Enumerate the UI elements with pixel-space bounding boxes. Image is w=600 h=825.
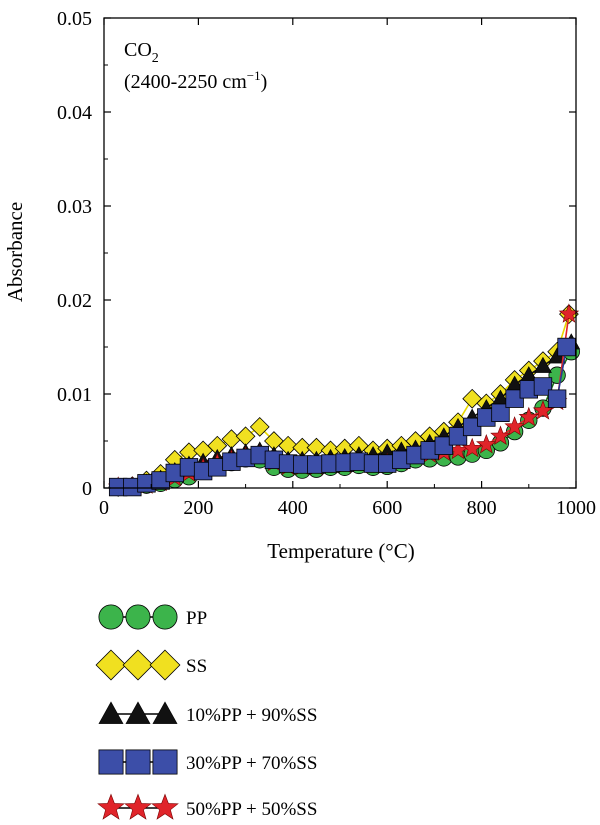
series-30-pp-70-ss [108, 337, 576, 497]
y-tick-label: 0 [82, 478, 92, 500]
data-point [235, 426, 256, 447]
plot-area [107, 303, 581, 497]
axes: 0 200 400 600 800 1000 0 0.01 0.02 0.03 0.04 0.05 [57, 8, 596, 519]
legend-item: SS [95, 649, 207, 681]
x-tick-label: 200 [183, 497, 213, 519]
legend-marker [98, 749, 124, 775]
legend-marker [97, 793, 125, 820]
y-tick-label: 0.05 [57, 8, 92, 30]
x-tick-label: 0 [99, 497, 109, 519]
data-point [504, 416, 525, 436]
y-tick-label: 0.04 [57, 102, 92, 124]
data-point [490, 425, 511, 445]
legend-item: 50%PP + 50%SS [97, 793, 317, 820]
x-axis-title: Temperature (°C) [267, 539, 414, 563]
annotation-co2-label: CO2 [124, 39, 159, 66]
y-tick-label: 0.02 [57, 290, 92, 312]
legend-marker [125, 701, 151, 724]
data-point [547, 389, 567, 408]
legend-marker [95, 649, 127, 681]
legend-label: 50%PP + 50%SS [186, 799, 317, 820]
legend-marker [125, 749, 151, 775]
legend-marker [152, 749, 178, 775]
x-tick-label: 1000 [556, 497, 596, 519]
legend-marker [125, 604, 151, 630]
legend-item: 10%PP + 90%SS [98, 701, 317, 726]
x-tick-label: 800 [467, 497, 497, 519]
legend-marker [98, 604, 124, 630]
legend: PP SS 10%PP + 90%SS 30%PP + 70%SS 50%PP + 50… [95, 604, 317, 820]
legend-label: PP [186, 608, 207, 629]
x-tick-label: 600 [372, 497, 402, 519]
legend-marker [98, 701, 124, 724]
data-point [557, 337, 576, 357]
data-point [534, 356, 552, 373]
legend-item: PP [98, 604, 207, 630]
data-point [448, 427, 468, 446]
legend-marker [152, 604, 178, 630]
legend-label: SS [186, 656, 207, 677]
co2-annotation: CO2 (2400-2250 cm−1) [124, 39, 267, 93]
y-axis-title: Absorbance [3, 202, 27, 302]
legend-marker [149, 649, 181, 681]
data-point [434, 436, 454, 455]
annotation-wavenumber-range: (2400-2250 cm−1) [124, 68, 267, 93]
y-tick-label: 0.03 [57, 196, 92, 218]
y-tick-label: 0.01 [57, 384, 92, 406]
data-point [518, 406, 540, 427]
legend-marker [124, 793, 152, 820]
data-point [462, 417, 482, 437]
data-point [505, 389, 524, 408]
legend-label: 30%PP + 70%SS [186, 753, 317, 774]
legend-marker [151, 793, 179, 820]
legend-label: 10%PP + 90%SS [186, 705, 317, 726]
legend-marker [122, 649, 154, 681]
data-point [533, 377, 553, 396]
data-point [491, 403, 510, 423]
x-tick-label: 400 [278, 497, 308, 519]
legend-marker [152, 701, 178, 724]
data-point [249, 417, 270, 437]
legend-item: 30%PP + 70%SS [98, 749, 317, 775]
data-point [476, 433, 497, 454]
